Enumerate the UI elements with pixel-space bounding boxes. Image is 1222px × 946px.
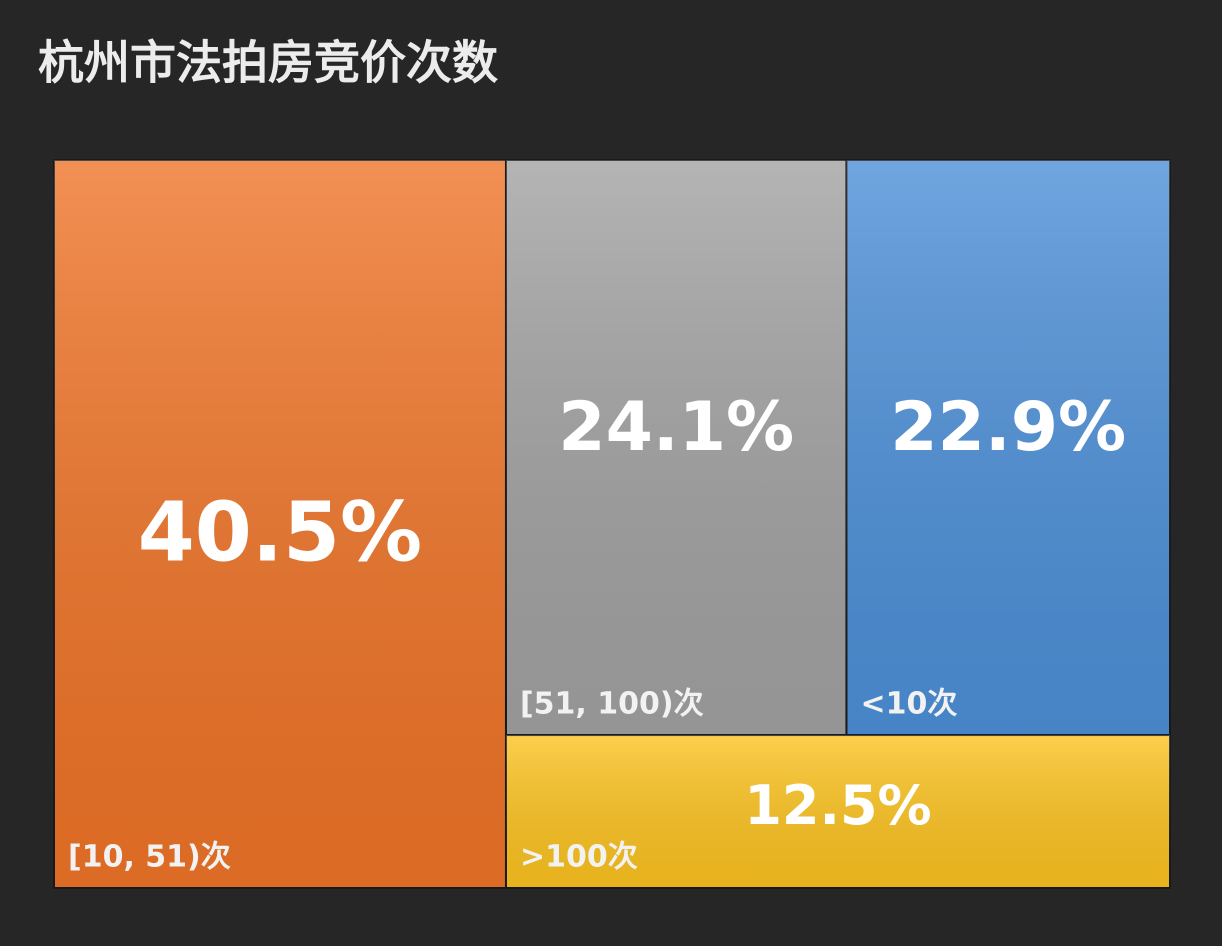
value-label: 22.9%: [890, 388, 1126, 467]
category-label: [51, 100)次: [520, 687, 704, 722]
chart-title: 杭州市法拍房竞价次数: [38, 36, 498, 90]
value-label: 40.5%: [138, 485, 422, 580]
value-label: 12.5%: [744, 774, 931, 837]
category-label: [10, 51)次: [68, 840, 231, 875]
value-label: 24.1%: [558, 388, 794, 467]
category-label: >100次: [520, 840, 638, 875]
treemap: 40.5% [10, 51)次 24.1% [51, 100)次 22.9% <10次 12…: [53, 159, 1172, 890]
category-label: <10次: [860, 687, 957, 722]
